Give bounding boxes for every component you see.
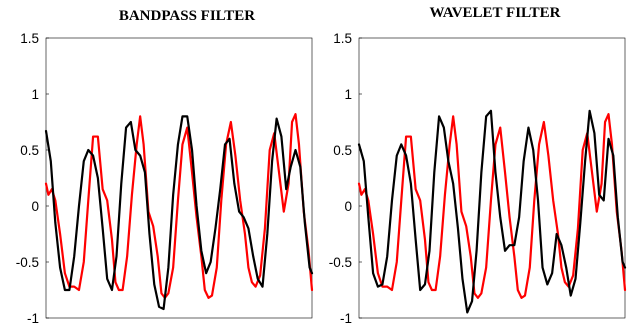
y-tick-label: 1.5 [333, 31, 352, 46]
y-tick-label: 1 [31, 87, 39, 102]
y-tick-label: -1 [340, 311, 352, 325]
series-lines [44, 113, 314, 311]
y-tick-label: 0.5 [20, 143, 39, 158]
y-tick-label: -1 [27, 311, 39, 325]
y-tick-label: 1 [344, 87, 352, 102]
series-line-red [44, 113, 314, 299]
y-tick-label: -0.5 [16, 255, 39, 270]
y-tick-label: 0 [31, 199, 39, 214]
series-line-black [357, 109, 627, 314]
y-axis: -1 -0.5 0 0.5 1 1.5 [329, 31, 362, 325]
y-axis: -1 -0.5 0 0.5 1 1.5 [16, 31, 49, 325]
chart-title: WAVELET FILTER [429, 5, 560, 21]
y-tick-label: 0.5 [333, 143, 352, 158]
y-tick-label: 1.5 [20, 31, 39, 46]
bandpass-filter-panel: BANDPASS FILTER -1 -0.5 0 0.5 1 1.5 [16, 8, 314, 325]
series-line-red [357, 113, 627, 299]
y-tick-label: 0 [344, 199, 352, 214]
y-tick-label: -0.5 [329, 255, 352, 270]
wavelet-filter-panel: WAVELET FILTER -1 -0.5 0 0.5 1 1.5 [329, 5, 627, 325]
series-line-black [44, 115, 314, 311]
chart-title: BANDPASS FILTER [119, 8, 255, 24]
series-lines [357, 109, 627, 314]
